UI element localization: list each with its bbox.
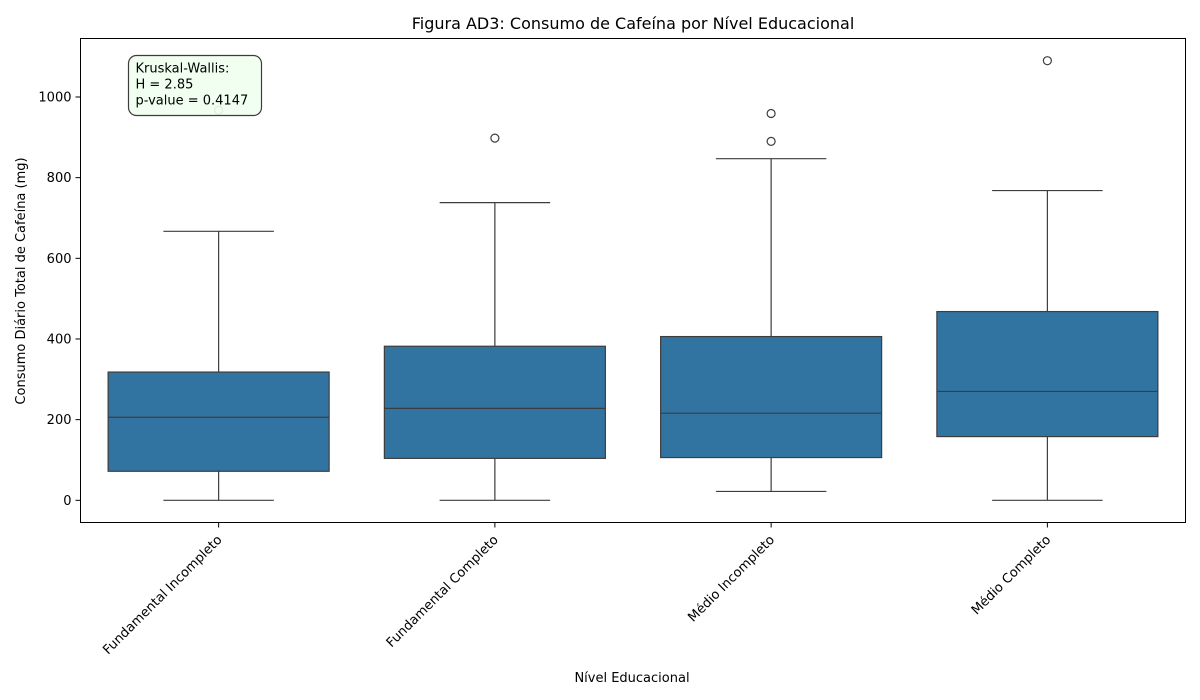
box-iqr [936, 310, 1159, 438]
box-iqr [107, 371, 330, 472]
box-iqr [660, 335, 883, 459]
box-group [383, 133, 606, 501]
stats-annotation: Kruskal-Wallis:H = 2.85p-value = 0.4147 [127, 54, 263, 117]
y-axis-label: Consumo Diário Total de Cafeína (mg) [14, 157, 29, 404]
annotation-background [127, 54, 263, 117]
outlier-point [490, 133, 500, 143]
y-tick-label: 200 [47, 413, 72, 428]
x-tick-label: Médio Completo [969, 533, 1054, 618]
y-tick-label: 400 [47, 332, 72, 347]
plot-frame [80, 38, 1186, 523]
box-group [936, 56, 1159, 501]
chart-title: Figura AD3: Consumo de Cafeína por Nível… [412, 14, 855, 33]
box-group [660, 108, 883, 493]
plot-area [107, 56, 1159, 501]
y-tick-label: 600 [47, 252, 72, 267]
y-tick-label: 1000 [38, 90, 71, 105]
annotation-line: H = 2.85 [136, 78, 194, 93]
outlier-point [766, 136, 776, 146]
annotation-line: Kruskal-Wallis: [136, 62, 230, 77]
box-iqr [383, 345, 606, 459]
annotation-line: p-value = 0.4147 [136, 94, 249, 109]
y-tick-label: 0 [63, 494, 71, 509]
x-axis: Fundamental Incompleto Fundamental Comple… [100, 522, 1054, 658]
outlier-point [766, 108, 776, 119]
x-tick-label: Fundamental Incompleto [100, 533, 225, 658]
y-axis: 0 200 400 600 800 1000 [38, 90, 81, 509]
outlier-point [1042, 56, 1052, 66]
x-axis-label: Nível Educacional [574, 671, 689, 686]
box-group [107, 105, 330, 501]
y-tick-label: 800 [47, 171, 72, 186]
x-tick-label: Médio Incompleto [685, 533, 778, 626]
x-tick-label: Fundamental Completo [384, 533, 502, 651]
